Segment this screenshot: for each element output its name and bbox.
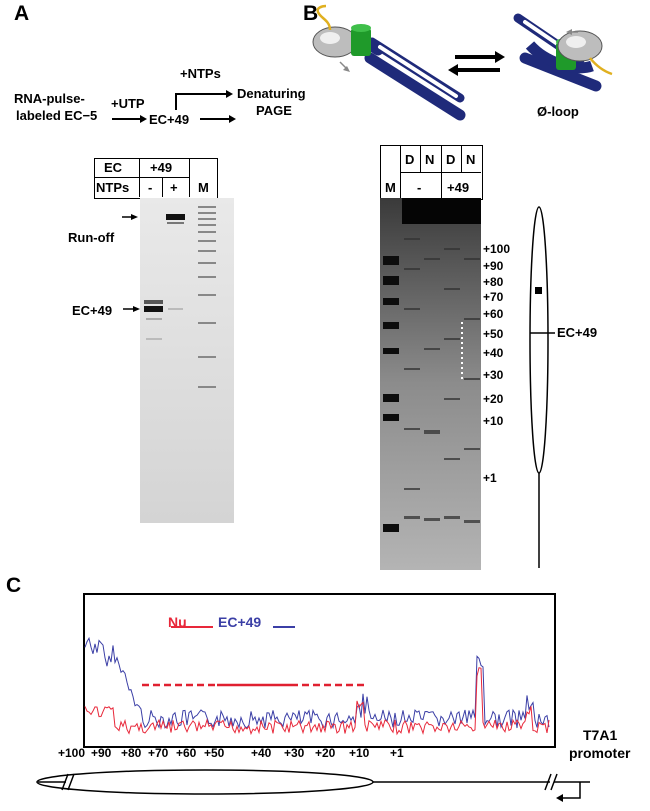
tick-1: +1 <box>390 746 404 760</box>
scheme-end-line1: Denaturing <box>237 86 306 101</box>
marker-10: +10 <box>483 414 504 428</box>
marker-40: +40 <box>483 346 504 360</box>
scheme-ntps: +NTPs <box>180 66 221 81</box>
scheme-end-line2: PAGE <box>256 103 292 118</box>
table-ec-label: EC <box>104 160 123 175</box>
scheme-start-line2: labeled EC−5 <box>16 108 98 123</box>
marker-20: +20 <box>483 392 504 406</box>
tick-80: +80 <box>121 746 142 760</box>
marker-30: +30 <box>483 368 504 382</box>
gel-a-image <box>140 198 234 523</box>
gel-b-plus49: +49 <box>447 180 470 195</box>
profile-plot-frame <box>83 593 556 748</box>
oloop-label: Ø-loop <box>537 104 579 119</box>
gel-b-minus: - <box>417 180 422 195</box>
marker-90: +90 <box>483 259 504 273</box>
tick-60: +60 <box>176 746 197 760</box>
marker-60: +60 <box>483 307 504 321</box>
runoff-label: Run-off <box>68 230 115 245</box>
marker-1: +1 <box>483 471 497 485</box>
tick-100: +100 <box>58 746 86 760</box>
gel-b-image <box>380 198 481 570</box>
scheme-ec49: EC+49 <box>149 112 190 127</box>
panel-a-letter: A <box>14 2 30 25</box>
tick-30: +30 <box>284 746 305 760</box>
marker-100: +100 <box>483 242 511 256</box>
promoter-line2: promoter <box>569 745 631 761</box>
table-ec-value: +49 <box>150 160 173 175</box>
ec49-gel-label: EC+49 <box>72 303 113 318</box>
gel-b-n2: N <box>466 152 476 167</box>
tick-20: +20 <box>315 746 336 760</box>
gel-b-d1: D <box>405 152 415 167</box>
promoter-line1: T7A1 <box>583 727 618 743</box>
bubble-ec49-label: EC+49 <box>557 325 598 340</box>
panel-c-letter: C <box>6 574 22 597</box>
profile-plot <box>84 626 550 736</box>
panel-b-letter: B <box>303 2 319 25</box>
table-ntps-label: NTPs <box>96 180 130 195</box>
scheme-start-line1: RNA-pulse- <box>14 91 85 106</box>
table-m: M <box>198 180 209 195</box>
gel-b-d2: D <box>446 152 456 167</box>
trace-nu <box>84 667 550 736</box>
table-plus: + <box>170 180 178 195</box>
gel-b-m: M <box>385 180 396 195</box>
marker-80: +80 <box>483 275 504 289</box>
gel-b-n1: N <box>425 152 435 167</box>
marker-70: +70 <box>483 290 504 304</box>
tick-40: +40 <box>251 746 272 760</box>
scheme-utp: +UTP <box>111 96 145 111</box>
marker-50: +50 <box>483 327 504 341</box>
tick-10: +10 <box>349 746 370 760</box>
tick-90: +90 <box>91 746 112 760</box>
tick-70: +70 <box>148 746 169 760</box>
trace-ec49 <box>84 636 550 730</box>
tick-50: +50 <box>204 746 225 760</box>
legend-ec: EC+49 <box>218 614 262 630</box>
table-minus: - <box>148 180 153 195</box>
